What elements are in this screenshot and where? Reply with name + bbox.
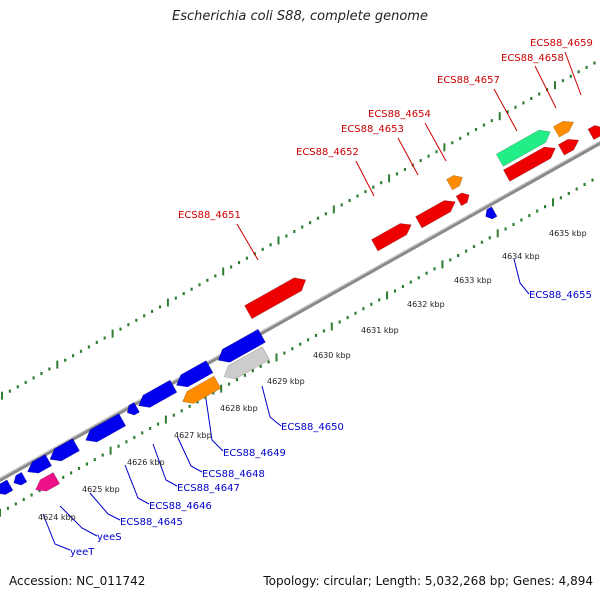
reverse-gene-arrow[interactable] bbox=[215, 328, 266, 367]
forward-gene-arrow[interactable] bbox=[495, 126, 553, 167]
label-leader-line bbox=[205, 398, 224, 452]
label-leader-line bbox=[124, 464, 150, 505]
genome-backbone-highlight bbox=[0, 140, 600, 479]
label-leader-line bbox=[177, 437, 203, 473]
forward-gene-arrow[interactable] bbox=[502, 143, 558, 182]
map-title: Escherichia coli S88, complete genome bbox=[172, 9, 428, 24]
label-leader-line bbox=[513, 258, 530, 295]
gene-label-yees[interactable]: yeeS bbox=[97, 532, 122, 543]
scale-label: 4624 kbp bbox=[38, 513, 76, 522]
gene-label-ecs88_4659[interactable]: ECS88_4659 bbox=[530, 38, 593, 49]
reverse-gene-arrow[interactable] bbox=[179, 375, 222, 408]
label-leader-line bbox=[493, 88, 518, 132]
genome-backbone bbox=[0, 140, 600, 483]
scale-label: 4626 kbp bbox=[127, 458, 165, 467]
scale-label: 4632 kbp bbox=[407, 300, 445, 309]
accession-text: Accession: NC_011742 bbox=[9, 574, 146, 588]
label-leader-line bbox=[42, 513, 71, 551]
forward-gene-arrow[interactable] bbox=[244, 273, 310, 320]
scale-label: 4635 kbp bbox=[549, 229, 587, 238]
label-leader-line bbox=[534, 65, 557, 109]
gene-label-ecs88_4649[interactable]: ECS88_4649 bbox=[223, 448, 286, 459]
label-leader-line bbox=[236, 223, 259, 261]
scale-label: 4625 kbp bbox=[82, 485, 120, 494]
reverse-gene-arrow[interactable] bbox=[125, 402, 140, 418]
gene-label-ecs88_4653[interactable]: ECS88_4653 bbox=[341, 124, 404, 135]
label-leaders bbox=[42, 51, 582, 551]
gene-label-ecs88_4645[interactable]: ECS88_4645 bbox=[120, 517, 183, 528]
label-leader-line bbox=[397, 137, 419, 176]
forward-gene-arrow[interactable] bbox=[446, 172, 466, 191]
forward-gene-arrow[interactable] bbox=[371, 219, 415, 252]
label-leader-line bbox=[152, 443, 178, 487]
gene-label-ecs88_4650[interactable]: ECS88_4650 bbox=[281, 422, 344, 433]
gene-label-ecs88_4646[interactable]: ECS88_4646 bbox=[149, 501, 212, 512]
label-leader-line bbox=[424, 122, 447, 162]
forward-gene-arrow[interactable] bbox=[557, 135, 581, 156]
reverse-gene-arrow[interactable] bbox=[0, 479, 14, 498]
label-leader-line bbox=[59, 505, 98, 537]
scale-label: 4627 kbp bbox=[174, 431, 212, 440]
reverse-gene-arrow[interactable] bbox=[220, 346, 271, 384]
reverse-gene-arrow[interactable] bbox=[82, 413, 127, 447]
label-leader-line bbox=[89, 492, 121, 521]
gene-features bbox=[0, 117, 600, 498]
label-leader-line bbox=[261, 385, 282, 427]
reverse-gene-arrow[interactable] bbox=[11, 471, 28, 487]
forward-gene-arrow[interactable] bbox=[552, 117, 576, 138]
scale-label: 4628 kbp bbox=[220, 404, 258, 413]
reverse-gene-arrow[interactable] bbox=[32, 472, 61, 495]
reverse-gene-arrow[interactable] bbox=[483, 206, 498, 221]
reverse-gene-arrow[interactable] bbox=[46, 438, 80, 466]
gene-label-ecs88_4654[interactable]: ECS88_4654 bbox=[368, 109, 431, 120]
gene-label-ecs88_4648[interactable]: ECS88_4648 bbox=[202, 469, 265, 480]
label-leader-line bbox=[355, 160, 375, 197]
gene-label-ecs88_4652[interactable]: ECS88_4652 bbox=[296, 147, 359, 158]
reverse-gene-arrow[interactable] bbox=[135, 379, 178, 412]
scale-label: 4634 kbp bbox=[502, 252, 540, 261]
reverse-gene-arrow[interactable] bbox=[173, 360, 214, 392]
scale-label: 4630 kbp bbox=[313, 351, 351, 360]
gene-label-ecs88_4658[interactable]: ECS88_4658 bbox=[501, 53, 564, 64]
label-leader-line bbox=[564, 51, 582, 96]
gene-label-ecs88_4657[interactable]: ECS88_4657 bbox=[437, 75, 500, 86]
genome-summary-text: Topology: circular; Length: 5,032,268 bp… bbox=[263, 574, 593, 588]
scale-label: 4629 kbp bbox=[267, 377, 305, 386]
gene-label-ecs88_4655[interactable]: ECS88_4655 bbox=[529, 290, 592, 301]
forward-gene-arrow[interactable] bbox=[415, 196, 459, 229]
reverse-gene-arrow[interactable] bbox=[24, 454, 53, 477]
gene-label-ecs88_4647[interactable]: ECS88_4647 bbox=[177, 483, 240, 494]
tick-marks bbox=[0, 61, 596, 517]
forward-gene-arrow[interactable] bbox=[455, 190, 472, 207]
scale-label: 4631 kbp bbox=[361, 326, 399, 335]
gene-label-yeet[interactable]: yeeT bbox=[70, 547, 95, 558]
scale-label: 4633 kbp bbox=[454, 276, 492, 285]
forward-gene-arrow[interactable] bbox=[587, 122, 600, 141]
gene-label-ecs88_4651[interactable]: ECS88_4651 bbox=[178, 210, 241, 221]
gene-labels: 4624 kbp 4625 kbp 4626 kbp 4627 kbp 4628 kbp… bbox=[38, 38, 593, 558]
